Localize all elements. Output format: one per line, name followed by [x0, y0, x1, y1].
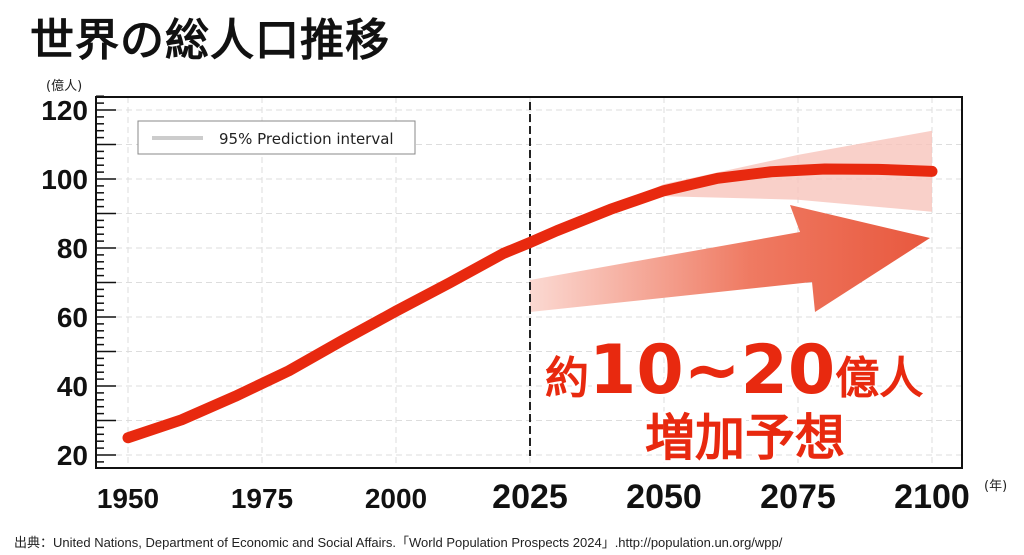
y-tick-label: 80: [57, 233, 88, 264]
source-note: 出典：United Nations, Department of Economi…: [14, 535, 783, 550]
y-tick-label: 120: [41, 95, 88, 126]
annotation-part: 億人: [835, 353, 923, 404]
x-tick-label: 2050: [626, 478, 702, 516]
x-axis-unit: (年): [984, 479, 1007, 494]
page-title: 世界の総人口推移: [30, 15, 390, 66]
x-tick-label: 2000: [365, 483, 427, 514]
annotation-forecast: 増加予想: [645, 409, 845, 467]
annotation-increase: 約10~20億人: [545, 331, 923, 410]
y-tick-label: 60: [57, 302, 88, 333]
y-axis-unit: (億人): [46, 78, 82, 94]
annotation-part: 10~20: [589, 331, 835, 410]
legend-label: 95% Prediction interval: [219, 130, 394, 148]
annotation-part: 約: [545, 353, 589, 404]
increase-arrow: [530, 205, 930, 312]
prediction-interval-band: [530, 130, 932, 243]
y-tick-label: 40: [57, 371, 88, 402]
y-tick-label: 20: [57, 440, 88, 471]
x-tick-label: 2100: [894, 478, 970, 516]
x-tick-label: 2075: [760, 478, 836, 516]
plot-frame: [95, 96, 963, 469]
x-tick-label: 1975: [231, 483, 293, 514]
x-tick-label: 1950: [97, 483, 159, 514]
x-tick-label: 2025: [492, 478, 568, 516]
y-tick-label: 100: [41, 164, 88, 195]
